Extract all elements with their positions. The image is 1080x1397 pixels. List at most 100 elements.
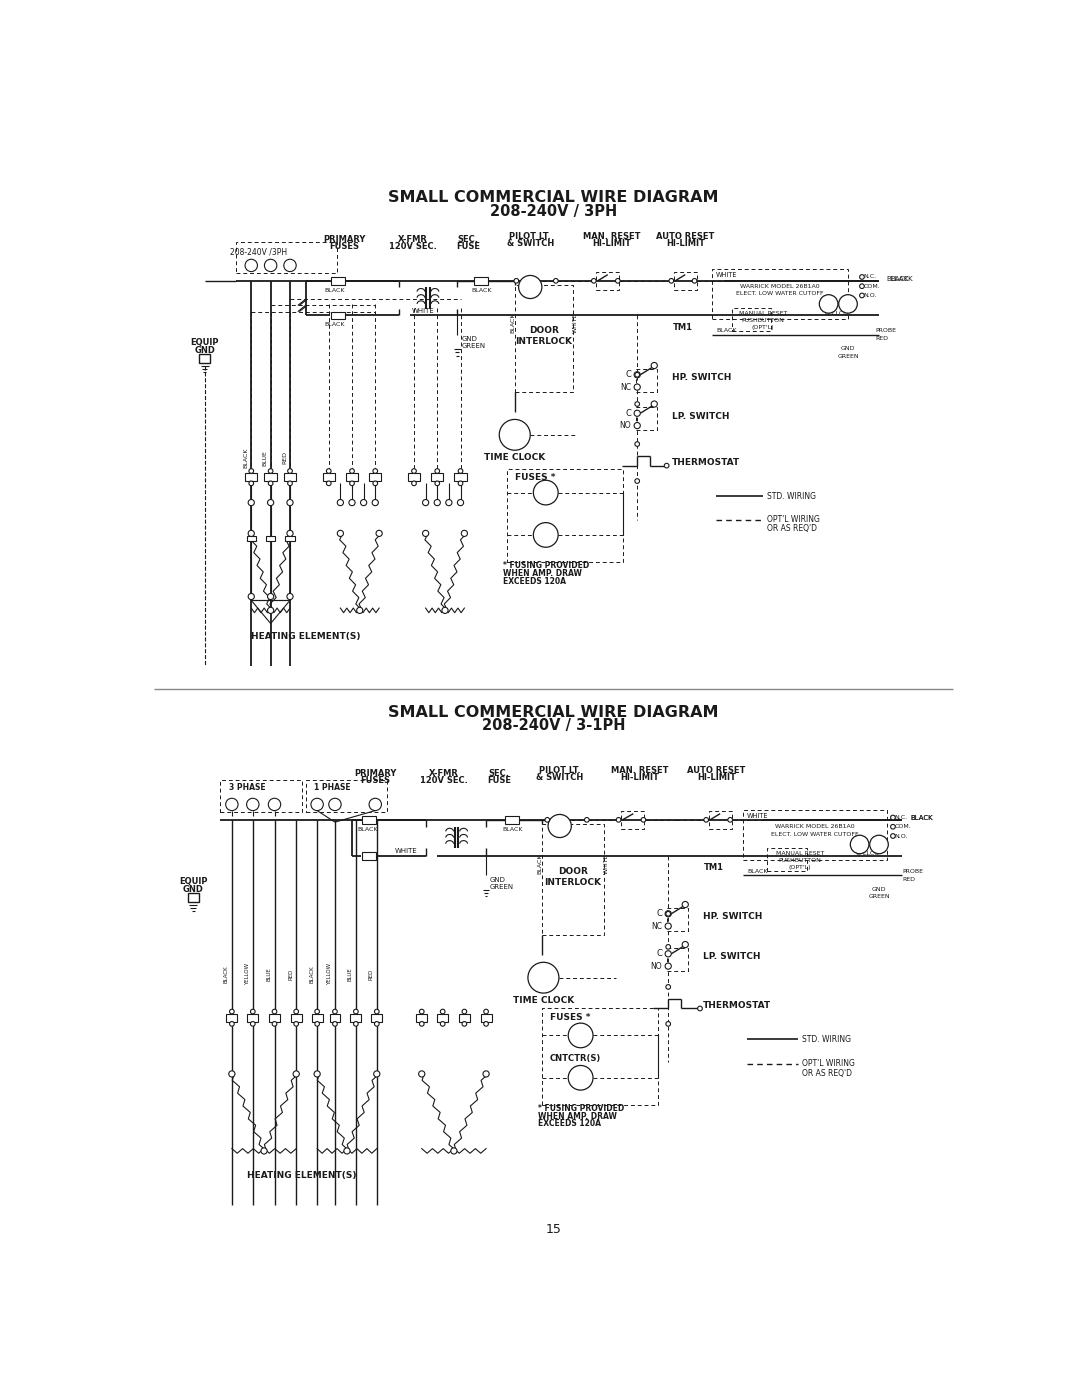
Circle shape [635,479,639,483]
Bar [245,474,257,481]
Circle shape [634,372,640,377]
Text: C: C [657,950,662,958]
Circle shape [534,481,558,504]
Text: HP. SWITCH: HP. SWITCH [703,912,762,922]
Text: L1: L1 [875,840,883,849]
Bar [621,810,644,828]
Text: EQUIP: EQUIP [190,338,219,346]
Text: R: R [541,529,550,539]
Bar [329,1014,340,1021]
Text: BLACK: BLACK [910,816,933,821]
Text: GND: GND [840,346,855,351]
Text: X-FMR: X-FMR [397,235,428,243]
Text: MAN. RESET: MAN. RESET [583,232,640,242]
Circle shape [514,278,518,284]
Text: N.O.: N.O. [894,834,908,838]
Text: GREEN: GREEN [868,894,890,900]
Text: WARRICK MODEL 26B1A0: WARRICK MODEL 26B1A0 [741,284,820,289]
Bar [515,285,572,393]
Circle shape [435,469,440,474]
Text: DOOR: DOOR [529,327,558,335]
Circle shape [350,481,354,486]
Text: C: C [657,909,662,918]
Text: R: R [577,1031,585,1041]
Circle shape [635,402,639,407]
Circle shape [483,1071,489,1077]
Text: N.O.: N.O. [864,293,877,298]
Circle shape [891,834,895,838]
Circle shape [442,608,448,613]
Bar [505,816,519,824]
Circle shape [568,1023,593,1048]
Bar [332,277,345,285]
Circle shape [419,1009,424,1014]
Text: 120V SEC.: 120V SEC. [389,242,436,250]
Text: OPT'L WIRING: OPT'L WIRING [801,1059,854,1069]
Bar [481,1014,491,1021]
Bar [416,1014,428,1021]
Circle shape [376,531,382,536]
Text: GREEN: GREEN [837,353,859,359]
Text: YELLOW: YELLOW [245,963,249,985]
Text: NC: NC [620,383,631,391]
Circle shape [314,1071,321,1077]
Bar [767,848,807,872]
Bar [306,780,387,812]
Text: TM1: TM1 [704,863,724,872]
Circle shape [375,1021,379,1027]
Text: WHITE: WHITE [604,854,609,875]
Circle shape [869,835,889,854]
Circle shape [665,923,672,929]
Bar [431,474,444,481]
Circle shape [616,278,620,284]
Text: NO: NO [650,961,662,971]
Circle shape [419,1021,424,1027]
Text: C: C [625,370,631,379]
Bar [284,474,296,481]
Bar [291,1014,301,1021]
Bar [346,474,359,481]
Text: (OPT'L): (OPT'L) [752,324,774,330]
Text: MANUAL RESET: MANUAL RESET [739,310,787,316]
Text: CNTCTR(S): CNTCTR(S) [550,1053,600,1063]
Text: GND: GND [183,884,203,894]
Text: SEC.: SEC. [489,770,510,778]
Bar [246,536,256,542]
Text: N.C.: N.C. [894,814,907,820]
Bar [188,893,199,902]
Text: TM1: TM1 [673,323,693,331]
Text: PROBE: PROBE [902,869,923,875]
Text: PROBE: PROBE [875,328,896,334]
Text: BLACK: BLACK [243,447,248,468]
Text: OR AS REQ'D: OR AS REQ'D [767,524,816,534]
Bar [459,1014,470,1021]
Text: INTERLOCK: INTERLOCK [515,337,572,346]
Bar [323,474,335,481]
Text: PILOT LT.: PILOT LT. [539,766,581,775]
Circle shape [419,1071,424,1077]
Circle shape [287,481,293,486]
Text: BLUE: BLUE [262,450,268,465]
Circle shape [584,817,590,823]
Text: STD. WIRING: STD. WIRING [767,492,815,502]
Text: R: R [526,282,535,292]
Text: L1: L1 [843,299,852,309]
Text: BLACK: BLACK [537,854,542,875]
Bar [408,474,420,481]
Circle shape [248,469,254,474]
Bar [362,816,376,824]
Circle shape [374,1071,380,1077]
Circle shape [248,481,254,486]
Circle shape [891,824,895,828]
Text: WHITE: WHITE [747,813,769,819]
Circle shape [294,1021,298,1027]
Text: WHEN AMP. DRAW: WHEN AMP. DRAW [503,569,582,578]
Circle shape [248,594,255,599]
Circle shape [326,481,332,486]
Text: RED: RED [282,451,287,464]
Text: FUSE: FUSE [456,242,481,250]
Text: X-FMR: X-FMR [429,770,458,778]
Text: * FUSING PROVIDED: * FUSING PROVIDED [503,562,590,570]
Text: ELECT. LOW WATER CUTOFF: ELECT. LOW WATER CUTOFF [771,833,859,837]
Text: RED: RED [902,877,915,882]
